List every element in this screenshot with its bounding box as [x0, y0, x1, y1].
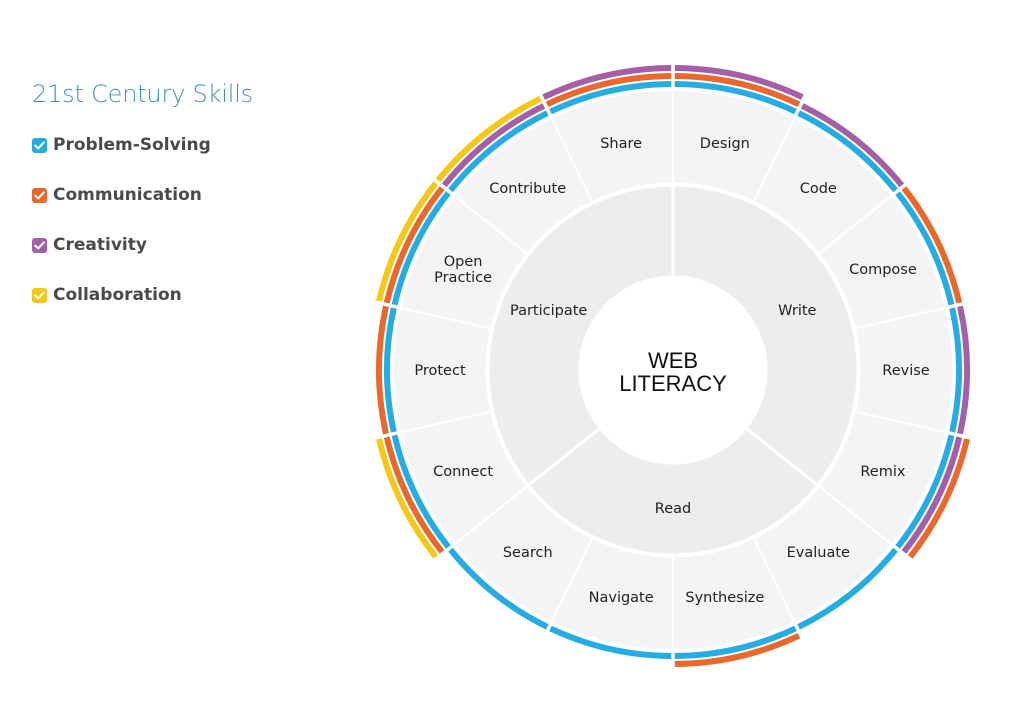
skill-label-design: Design [700, 136, 750, 152]
band-design-creativity [674, 65, 804, 100]
skill-label-remix: Remix [860, 464, 905, 480]
legend-label: Collaboration [53, 285, 182, 305]
checkbox-checked-icon[interactable] [32, 187, 47, 203]
band-compose-problem-solving [895, 191, 955, 306]
skill-label-open-practice-part: Open [444, 254, 483, 270]
strand-ring: Write Read Participate [486, 183, 860, 557]
band-design-problem-solving [674, 81, 797, 115]
skill-label-search: Search [503, 545, 553, 561]
strand-label-write: Write [778, 303, 816, 319]
skill-label-share: Share [600, 136, 642, 152]
skill-label-navigate: Navigate [589, 590, 654, 606]
band-contribute-problem-solving [448, 110, 549, 193]
center-title-line2: LITERACY [619, 371, 727, 396]
band-protect-problem-solving [384, 307, 397, 433]
band-connect-communication [383, 436, 445, 554]
skill-ring: Design Code Compose Revise Remix Evaluate Synt… [392, 88, 954, 652]
skill-label-revise: Revise [882, 363, 930, 379]
band-remix-creativity [901, 436, 963, 554]
legend-label: Problem-Solving [53, 135, 211, 155]
band-share-problem-solving [549, 81, 672, 115]
skill-label-evaluate: Evaluate [787, 545, 850, 561]
band-compose-communication [901, 186, 963, 304]
band-share-communication [545, 73, 672, 108]
legend-item-collaboration[interactable]: Collaboration [32, 284, 332, 306]
band-open-practice-collaboration [376, 181, 439, 302]
wheel-center: WEB LITERACY [580, 277, 766, 463]
strand-label-read: Read [655, 501, 691, 517]
skill-label-compose: Compose [849, 262, 917, 278]
strand-label-participate: Participate [510, 303, 587, 319]
band-remix-communication [907, 438, 970, 559]
band-navigate-problem-solving [549, 625, 672, 659]
checkbox-checked-icon[interactable] [32, 137, 47, 153]
legend-label: Creativity [53, 235, 147, 255]
band-share-creativity [542, 65, 672, 100]
center-circle [580, 277, 766, 463]
checkbox-checked-icon[interactable] [32, 287, 47, 303]
checkbox-checked-icon[interactable] [32, 237, 47, 253]
legend-title: 21st Century Skills [32, 80, 253, 108]
band-synthesize-communication [674, 632, 801, 667]
band-open-practice-communication [383, 186, 445, 304]
band-contribute-collaboration [435, 96, 542, 183]
band-design-communication [674, 73, 801, 108]
band-revise-problem-solving [949, 307, 962, 433]
skill-label-code: Code [800, 181, 837, 197]
skill-label-open-practice-part: Practice [434, 270, 492, 286]
band-code-problem-solving [797, 110, 898, 193]
skills-legend: 21st Century Skills Problem-Solving Commu… [32, 80, 332, 334]
skill-label-contribute: Contribute [489, 181, 566, 197]
band-code-creativity [800, 103, 905, 188]
band-contribute-creativity [441, 103, 546, 188]
legend-label: Communication [53, 185, 202, 205]
band-evaluate-problem-solving [797, 547, 898, 630]
band-revise-creativity [957, 305, 970, 435]
band-protect-communication [375, 305, 389, 435]
skill-label-synthesize: Synthesize [685, 590, 764, 606]
legend-item-creativity[interactable]: Creativity [32, 234, 332, 256]
skill-label-connect: Connect [433, 464, 493, 480]
band-connect-problem-solving [391, 434, 451, 549]
legend-items: Problem-Solving Communication Creativity Co… [32, 134, 332, 306]
legend-item-communication[interactable]: Communication [32, 184, 332, 206]
center-title-line1: WEB [648, 348, 698, 373]
band-synthesize-problem-solving [674, 625, 797, 659]
skill-tag-bands [375, 65, 970, 667]
band-open-practice-problem-solving [391, 191, 451, 306]
skill-segment-share[interactable] [550, 88, 674, 204]
skill-label-protect: Protect [414, 363, 466, 379]
band-remix-problem-solving [895, 434, 955, 549]
band-connect-collaboration [376, 438, 439, 559]
band-search-problem-solving [448, 547, 549, 630]
legend-item-problem-solving[interactable]: Problem-Solving [32, 134, 332, 156]
